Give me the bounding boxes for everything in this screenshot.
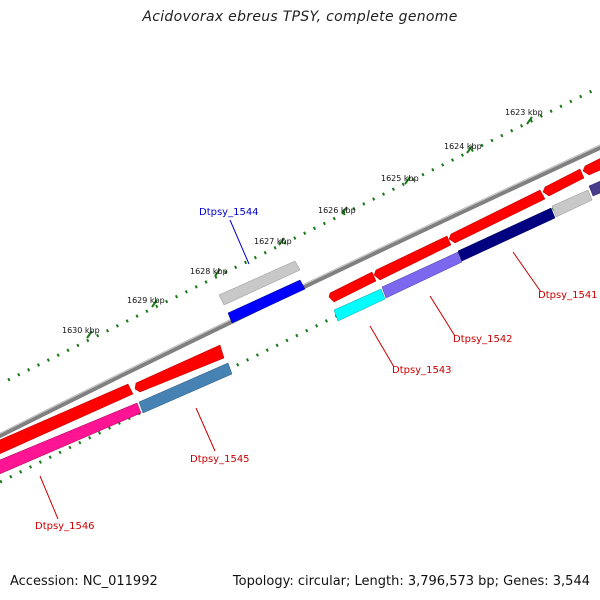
gene-bar-cyan[interactable] <box>333 288 386 322</box>
kbp-label-1624: 1624 kbp <box>444 142 482 151</box>
gene-label-dtpsy-1546[interactable]: Dtpsy_1546 <box>35 521 95 532</box>
major-ticks <box>86 116 533 339</box>
gene-bar-red[interactable] <box>328 271 377 303</box>
gene-bar-red[interactable] <box>373 235 452 281</box>
gene-bar-gray[interactable] <box>551 189 593 218</box>
accession-text: Accession: NC_011992 <box>10 574 158 589</box>
gene-bar-lavender[interactable] <box>381 251 463 299</box>
forward-genes <box>0 156 600 456</box>
callout-lines <box>39 219 542 520</box>
gene-label-dtpsy-1544[interactable]: Dtpsy_1544 <box>199 207 259 218</box>
map-title: Acidovorax ebreus TPSY, complete genome <box>142 9 458 25</box>
gene-bar-purple[interactable] <box>588 179 600 197</box>
gene-bar-pink[interactable] <box>0 402 142 476</box>
gene-label-dtpsy-1543[interactable]: Dtpsy_1543 <box>392 365 452 376</box>
gene-bar-steelblue[interactable] <box>138 362 233 414</box>
gene-bar-blue[interactable] <box>227 279 306 324</box>
gene-bar-red[interactable] <box>134 344 225 393</box>
kbp-label-1630: 1630 kbp <box>62 326 100 335</box>
gene-bar-navy[interactable] <box>457 207 556 262</box>
reverse-genes <box>0 179 600 476</box>
gene-bar-red[interactable] <box>542 168 585 197</box>
gene-label-dtpsy-1541[interactable]: Dtpsy_1541 <box>538 290 598 301</box>
gene-labels: Dtpsy_1541 Dtpsy_1542 Dtpsy_1543 Dtpsy_1… <box>35 207 598 532</box>
kbp-label-1629: 1629 kbp <box>127 296 165 305</box>
kbp-label-1627: 1627 kbp <box>254 237 292 246</box>
gene-label-dtpsy-1542[interactable]: Dtpsy_1542 <box>453 334 513 345</box>
gene-bar-red[interactable] <box>448 189 546 244</box>
topology-text: Topology: circular; Length: 3,796,573 bp… <box>232 574 590 589</box>
kbp-label-1628: 1628 kbp <box>190 267 228 276</box>
gene-bar-red[interactable] <box>582 156 600 176</box>
gene-label-dtpsy-1545[interactable]: Dtpsy_1545 <box>190 454 250 465</box>
kbp-label-1625: 1625 kbp <box>381 174 419 183</box>
kbp-label-1626: 1626 kbp <box>318 206 356 215</box>
gene-dtpsy-1544-group <box>218 260 306 324</box>
gene-bar-gray[interactable] <box>218 260 301 306</box>
inner-tick-row <box>0 184 600 484</box>
kbp-labels: 1623 kbp 1624 kbp 1625 kbp 1626 kbp 1627… <box>62 108 543 335</box>
gene-bar-red[interactable] <box>0 383 134 456</box>
kbp-label-1623: 1623 kbp <box>505 108 543 117</box>
